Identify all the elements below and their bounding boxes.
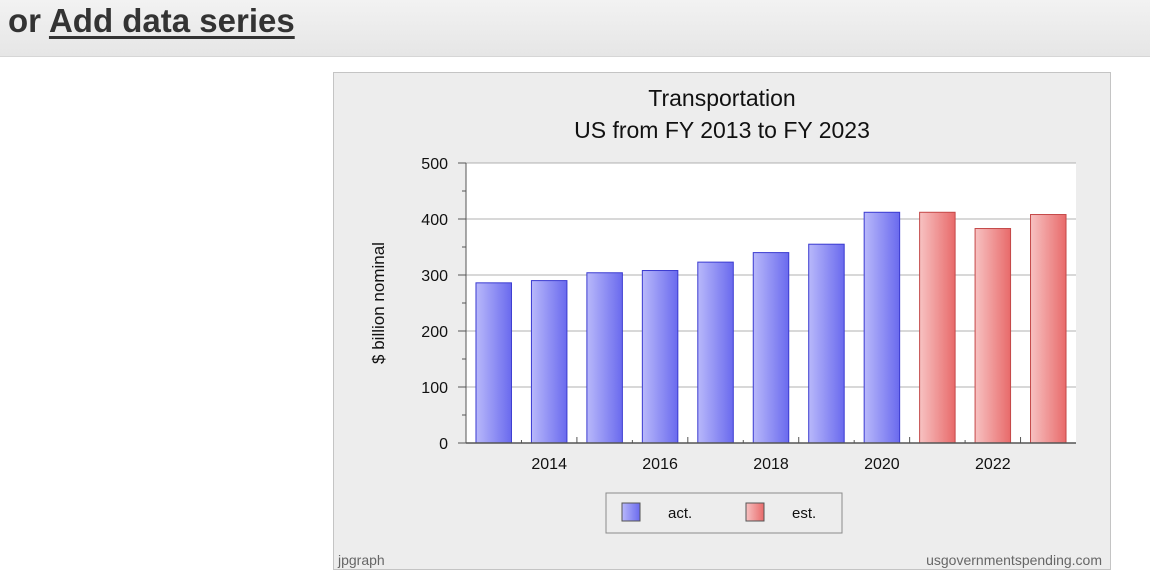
chart-frame: Transportation US from FY 2013 to FY 202… xyxy=(333,72,1111,570)
legend-swatch-act xyxy=(621,502,641,522)
x-tick-label: 2022 xyxy=(975,456,1011,473)
x-tick-label: 2016 xyxy=(642,456,678,473)
legend-swatch-est xyxy=(745,502,765,522)
y-tick-label: 300 xyxy=(421,268,448,285)
add-series-prompt: or Add data series xyxy=(8,2,295,40)
chart-title: Transportation xyxy=(648,85,795,111)
axes xyxy=(458,162,1076,444)
top-bar: or Add data series xyxy=(0,0,1150,57)
prefix-text: or xyxy=(8,2,41,39)
bars xyxy=(475,211,1067,444)
y-tick-labels: 0 100 200 300 400 500 xyxy=(421,156,448,453)
chart-subtitle: US from FY 2013 to FY 2023 xyxy=(574,117,870,143)
bar-2022-est xyxy=(974,228,1012,444)
legend-label-act: act. xyxy=(668,505,692,522)
y-tick-label: 200 xyxy=(421,324,448,341)
bar-2017-act xyxy=(697,261,734,444)
legend-label-est: est. xyxy=(792,505,816,522)
y-tick-label: 500 xyxy=(421,156,448,173)
credit-jpgraph: jpgraph xyxy=(337,552,385,568)
x-tick-label: 2020 xyxy=(864,456,900,473)
bar-2013-act xyxy=(475,282,512,444)
x-tick-label: 2014 xyxy=(531,456,567,473)
bar-2016-act xyxy=(641,270,679,444)
legend-box xyxy=(605,492,843,534)
y-tick-label: 100 xyxy=(421,380,448,397)
bar-2014-act xyxy=(530,280,568,444)
bar-2019-act xyxy=(808,243,845,444)
add-data-series-link[interactable]: Add data series xyxy=(48,2,295,39)
bar-2023-est xyxy=(1030,214,1067,444)
x-tick-label: 2018 xyxy=(753,456,789,473)
legend: act. est. xyxy=(605,492,843,534)
x-tick-labels: 2014 2016 2018 2020 2022 xyxy=(531,456,1010,473)
bar-2021-est xyxy=(919,211,956,444)
bar-2015-act xyxy=(586,272,623,444)
bar-2018-act xyxy=(752,252,790,444)
y-axis-label: $ billion nominal xyxy=(369,242,388,364)
y-tick-label: 400 xyxy=(421,212,448,229)
bar-chart: Transportation US from FY 2013 to FY 202… xyxy=(337,85,1102,568)
credit-usgovernmentspending: usgovernmentspending.com xyxy=(926,552,1102,568)
bar-2020-act xyxy=(863,211,901,444)
y-tick-label: 0 xyxy=(439,436,448,453)
